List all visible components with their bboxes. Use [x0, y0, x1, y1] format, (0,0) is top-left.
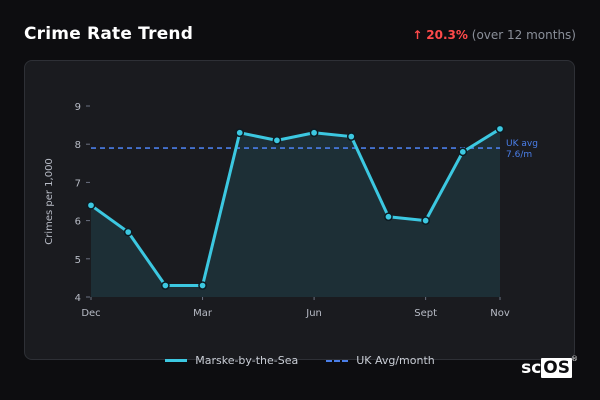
x-tick-label-sept: Sept	[414, 308, 437, 319]
data-point-10[interactable]	[458, 147, 468, 157]
reference-label-value: 7.6/m	[506, 150, 532, 160]
x-tick-label-nov: Nov	[490, 308, 510, 319]
y-tick-label-8: 8	[75, 140, 81, 151]
chart-title: Crime Rate Trend	[24, 24, 194, 44]
change-period: (over 12 months)	[471, 28, 576, 42]
y-tick-label-9: 9	[75, 102, 81, 113]
reference-label-name: UK avg	[506, 139, 538, 149]
change-percent: 20.3%	[426, 28, 468, 42]
data-point-0[interactable]	[86, 200, 96, 210]
legend-item-series[interactable]: Marske-by-the-Sea	[165, 354, 298, 367]
brand-logo: sc OS ®	[521, 355, 578, 378]
data-point-6[interactable]	[309, 128, 319, 138]
brand-boxed: OS	[541, 358, 572, 378]
y-tick-label-7: 7	[75, 178, 81, 189]
data-point-9[interactable]	[421, 216, 430, 225]
legend-swatch-solid	[165, 359, 188, 362]
x-tick-label-jun: Jun	[305, 308, 322, 319]
legend-label-reference: UK Avg/month	[356, 354, 435, 367]
change-indicator: ↑ 20.3% (over 12 months)	[412, 28, 576, 42]
trend-up-icon: ↑	[412, 28, 423, 42]
legend-swatch-dashed	[326, 359, 349, 362]
data-point-7[interactable]	[346, 132, 356, 141]
data-point-5[interactable]	[272, 136, 282, 145]
brand-prefix: sc	[521, 358, 542, 378]
x-tick-label-mar: Mar	[193, 308, 213, 319]
legend: Marske-by-the-Sea UK Avg/month	[0, 354, 600, 367]
brand-registered-mark: ®	[571, 355, 578, 363]
data-point-8[interactable]	[384, 212, 393, 222]
y-tick-label-5: 5	[75, 255, 81, 266]
data-point-1[interactable]	[123, 227, 133, 237]
series-line	[89, 127, 502, 288]
x-tick-label-dec: Dec	[81, 308, 100, 319]
legend-item-reference[interactable]: UK Avg/month	[326, 354, 435, 367]
y-tick-label-6: 6	[75, 217, 81, 228]
data-point-2[interactable]	[161, 281, 170, 290]
y-axis-label: Crimes per 1,000	[44, 158, 55, 245]
series-area-fill	[91, 128, 500, 297]
legend-label-series: Marske-by-the-Sea	[195, 354, 299, 367]
data-point-4[interactable]	[235, 128, 245, 138]
data-point-11[interactable]	[495, 124, 505, 134]
data-point-3[interactable]	[198, 281, 207, 290]
y-tick-label-4: 4	[75, 293, 81, 304]
